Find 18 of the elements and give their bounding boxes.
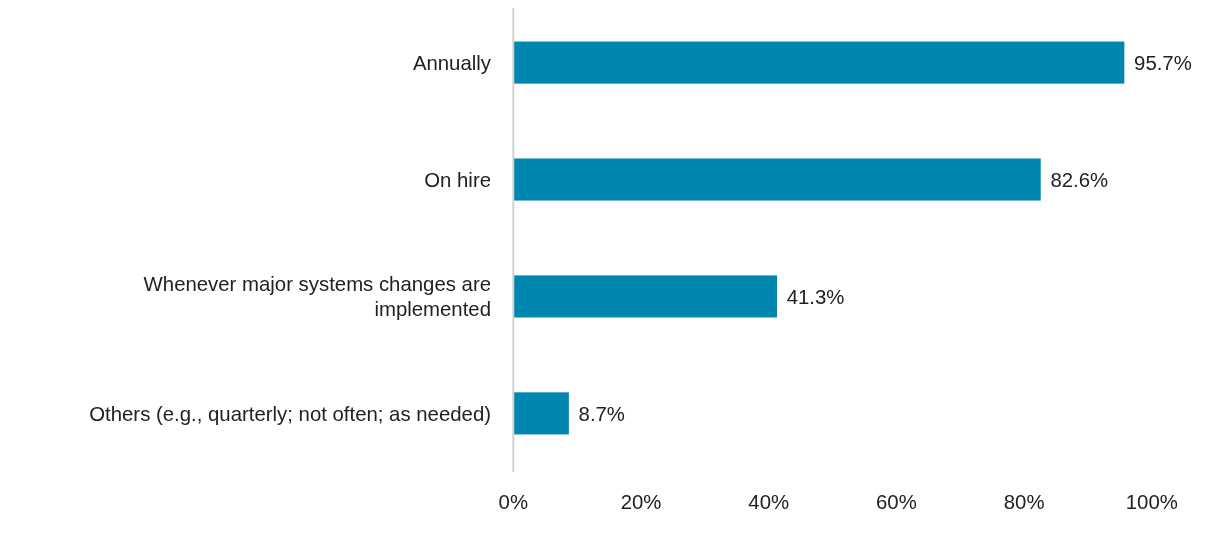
bar — [513, 158, 1041, 201]
x-tick-label: 20% — [620, 491, 662, 514]
x-tick-label: 60% — [876, 491, 917, 514]
y-tick-label: On hire — [424, 168, 491, 191]
data-label: 82.6% — [1050, 168, 1109, 191]
data-label: 8.7% — [578, 402, 625, 425]
bar — [513, 275, 778, 318]
bar — [513, 41, 1125, 84]
x-tick-label: 100% — [1125, 491, 1178, 514]
y-tick-label: Others (e.g., quarterly; not often; as needed) — [89, 402, 491, 425]
data-label: 41.3% — [786, 285, 845, 308]
x-tick-label: 80% — [1003, 491, 1045, 514]
y-tick-label: Whenever major systems changes are implemented — [143, 272, 491, 321]
y-tick-label: Annually — [412, 51, 492, 74]
x-tick-label: 40% — [748, 491, 790, 514]
data-label: 95.7% — [1134, 51, 1192, 74]
x-tick-label: 0% — [498, 491, 529, 514]
bar — [513, 392, 569, 435]
